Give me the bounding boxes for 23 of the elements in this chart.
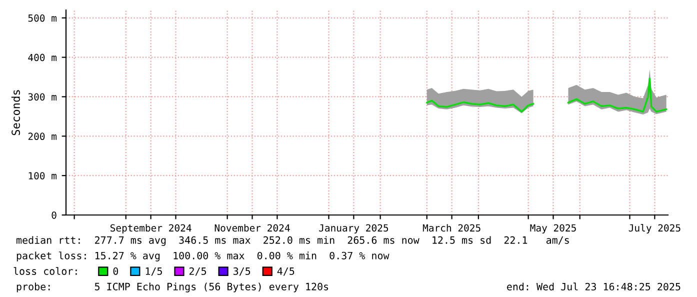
y-tick-label: 0 — [52, 212, 56, 219]
x-tick-label: March 2025 — [422, 224, 480, 232]
y-axis-title: Seconds — [11, 90, 20, 136]
text: packet loss: 15.27 % avg 100.00 % max 0.00 % min 0.37 % now — [16, 252, 390, 262]
y-tick-label: 500 m — [28, 14, 57, 22]
x-tick-label: July 2025 — [628, 224, 680, 234]
y-tick-label: 300 m — [28, 93, 57, 101]
x-tick-label: May 2025 — [530, 224, 576, 234]
y-tick-label: 200 m — [28, 132, 57, 140]
y-tick-label: 100 m — [28, 172, 57, 180]
x-tick-label: September 2024 — [110, 224, 192, 234]
text: end: Wed Jul 23 16:48:25 2025 — [507, 282, 680, 290]
x-tick-label: November 2024 — [214, 224, 290, 232]
x-tick-label: January 2025 — [319, 224, 388, 234]
legend-title: loss color: — [14, 267, 77, 275]
legend-label: 4/5 — [277, 267, 294, 276]
legend-label: 2/5 — [189, 267, 206, 276]
text: probe: 5 ICMP Echo Pings (56 Bytes) every 120s — [16, 282, 328, 292]
legend-label: 3/5 — [233, 267, 250, 276]
legend-label: 0 — [113, 267, 118, 275]
legend-label: 1/5 — [146, 267, 162, 276]
y-tick-label: 400 m — [28, 54, 57, 62]
text: median rtt: 277.7 ms avg 346.5 ms max 252.0 ms min 265.6 ms now 12.5 ms sd 22.1 am/s — [16, 236, 569, 246]
